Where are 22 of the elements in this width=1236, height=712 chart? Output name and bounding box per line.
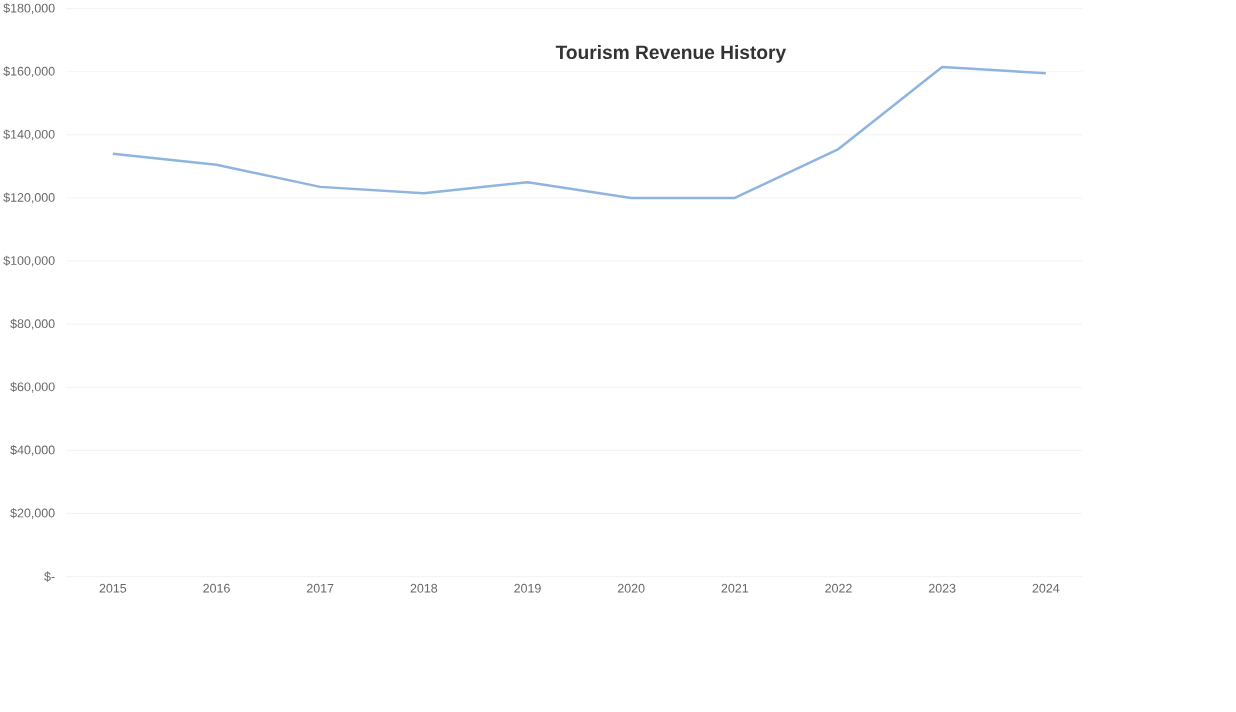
y-tick-label: $40,000 (10, 444, 55, 456)
y-tick-label: $140,000 (3, 129, 55, 141)
y-tick-label: $80,000 (10, 318, 55, 330)
y-tick-label: $60,000 (10, 381, 55, 393)
y-tick-label: $160,000 (3, 66, 55, 77)
line-series (111, 65, 1048, 200)
y-tick-label: $100,000 (3, 255, 55, 267)
x-tick-label: 2022 (825, 583, 852, 593)
x-tick-label: 2020 (617, 583, 645, 593)
x-tick-label: 2023 (928, 583, 956, 593)
text: Tourism Revenue History (555, 44, 787, 63)
y-tick-label: $180,000 (3, 3, 55, 14)
x-tick-label: 2017 (306, 583, 334, 593)
x-tick-label: 2019 (514, 583, 541, 593)
x-tick-label: 2018 (410, 583, 438, 593)
x-tick-label: 2016 (203, 583, 230, 593)
y-tick-label: $120,000 (3, 192, 55, 204)
x-tick-label: 2024 (1032, 583, 1060, 593)
x-tick-label: 2021 (721, 583, 749, 593)
x-tick-label: 2015 (99, 583, 127, 593)
y-tick-label: $- (44, 571, 55, 582)
y-tick-label: $20,000 (10, 507, 55, 519)
